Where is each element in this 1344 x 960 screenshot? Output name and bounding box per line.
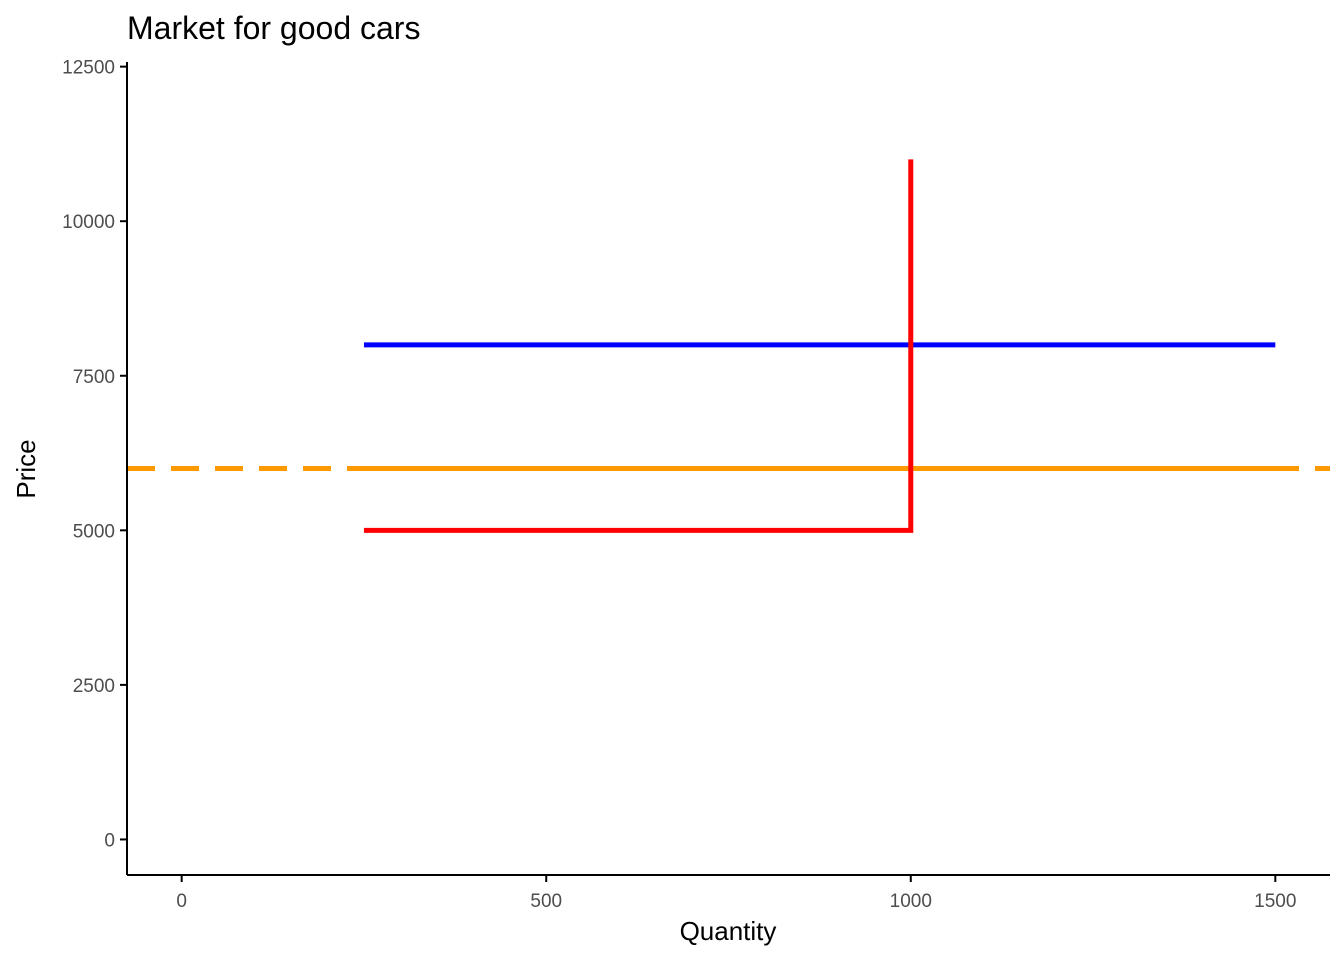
chart-title: Market for good cars (127, 10, 420, 46)
x-axis-ticks: 0 500 1000 1500 (176, 875, 1296, 912)
x-tick-label: 1000 (890, 891, 932, 912)
x-axis-title: Quantity (680, 916, 777, 946)
y-tick-label: 12500 (62, 58, 115, 79)
series-layer (127, 159, 1330, 533)
y-tick-label: 7500 (73, 367, 115, 388)
y-tick-label: 10000 (62, 212, 115, 233)
x-tick-label: 1500 (1254, 891, 1296, 912)
x-tick-label: 500 (530, 891, 562, 912)
y-axis-ticks: 0 2500 5000 7500 10000 12500 (62, 58, 127, 851)
y-axis-title: Price (11, 439, 41, 498)
series-line-0 (363, 159, 914, 533)
x-tick-label: 0 (176, 891, 187, 912)
y-tick-label: 0 (104, 830, 115, 851)
y-tick-label: 5000 (73, 521, 115, 542)
y-tick-label: 2500 (73, 676, 115, 697)
